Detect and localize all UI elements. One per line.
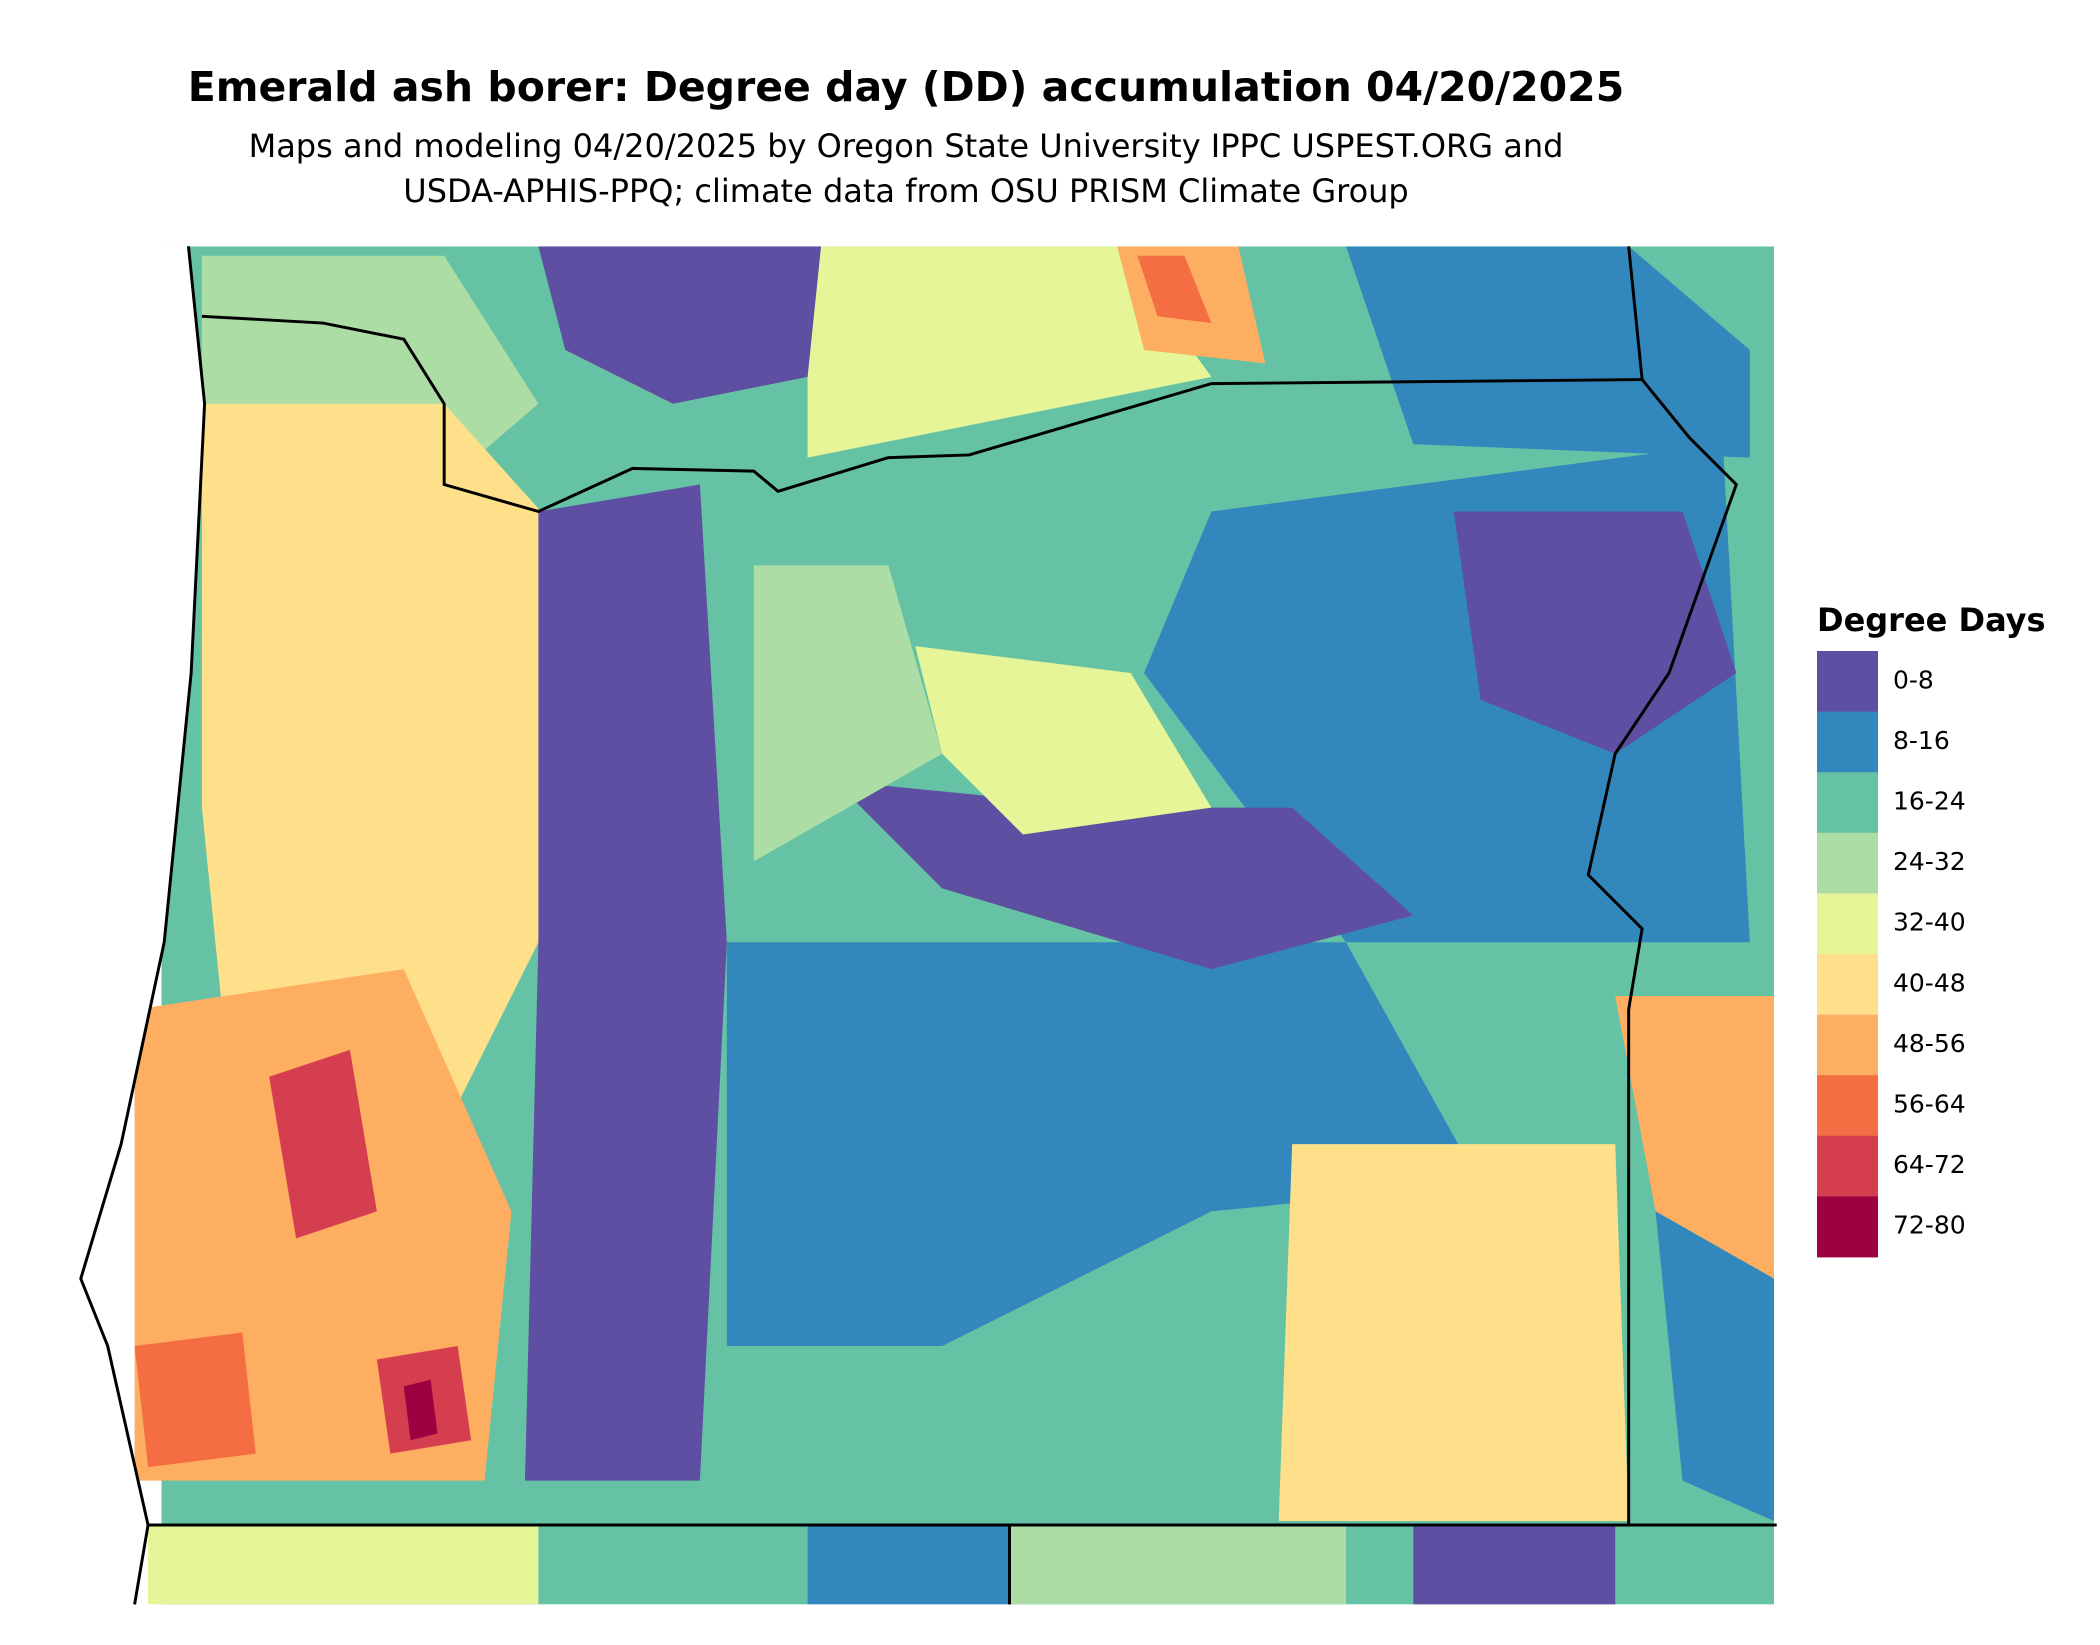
zone	[524, 484, 727, 1481]
legend-title: Degree Days	[1817, 601, 2046, 639]
legend-label: 24-32	[1893, 847, 1966, 876]
zone	[726, 942, 1481, 1346]
legend-swatch	[1817, 893, 1878, 955]
legend-swatch	[1817, 651, 1878, 712]
map-subtitle: USDA-APHIS-PPQ; climate data from OSU PR…	[403, 172, 1408, 210]
state-borders	[79, 246, 1777, 1605]
zone	[1346, 246, 1750, 458]
zone	[1615, 996, 1775, 1279]
legend-label: 72-80	[1893, 1211, 1966, 1240]
columbia-river	[201, 314, 1643, 514]
zone	[403, 1379, 438, 1441]
map-title: Emerald ash borer: Degree day (DD) accum…	[188, 63, 1624, 111]
legend-label: 0-8	[1893, 665, 1934, 694]
legend-label: 32-40	[1893, 908, 1966, 937]
legend-swatch	[1817, 832, 1878, 894]
zone	[1009, 1525, 1346, 1605]
zone	[148, 1525, 539, 1605]
legend-label: 64-72	[1893, 1150, 1966, 1179]
zone	[834, 780, 1414, 970]
zone	[1278, 1144, 1629, 1521]
legend-swatch	[1817, 1135, 1878, 1197]
legend-swatch	[1817, 1196, 1878, 1258]
zone	[807, 246, 1212, 458]
legend-label: 56-64	[1893, 1090, 1966, 1119]
legend-swatch	[1817, 954, 1878, 1015]
legend-swatch	[1817, 772, 1878, 834]
zone	[134, 1332, 256, 1468]
legend-swatch	[1817, 711, 1878, 773]
ocean	[63, 246, 205, 1605]
legend-swatch	[1817, 1075, 1878, 1137]
map-subtitle: Maps and modeling 04/20/2025 by Oregon S…	[249, 127, 1564, 165]
coastline	[79, 246, 207, 1605]
zone	[915, 646, 1212, 835]
legend-label: 40-48	[1893, 968, 1966, 997]
zone	[1453, 511, 1737, 754]
zone	[807, 1525, 1010, 1605]
legend-swatch	[1817, 1014, 1878, 1076]
zone	[538, 246, 822, 404]
legend-label: 8-16	[1893, 726, 1950, 755]
raster-map	[63, 246, 1775, 1605]
zone	[269, 1049, 377, 1239]
zone	[753, 565, 943, 862]
legend-label: 16-24	[1893, 787, 1966, 816]
east-border	[1586, 246, 1739, 1526]
legend-label: 48-56	[1893, 1029, 1966, 1058]
legend: 0-8 8-16 16-24 24-32 32-40 40-48 48-56 56-64 64-…	[1817, 651, 1966, 1258]
zone	[1137, 255, 1212, 324]
zone	[1413, 1525, 1616, 1605]
zone	[1655, 1211, 1775, 1521]
